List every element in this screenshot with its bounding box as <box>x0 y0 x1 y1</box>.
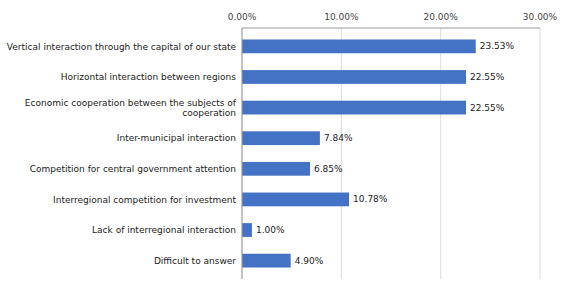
category-label-line: Vertical interaction through the capital… <box>7 42 237 52</box>
category-label-line: Competition for central government atten… <box>30 164 236 174</box>
data-label: 7.84% <box>324 133 353 143</box>
category-label-line: cooperation <box>182 108 236 118</box>
bar <box>242 162 310 176</box>
data-label: 22.55% <box>470 103 505 113</box>
category-label-line: Horizontal interaction between regions <box>61 72 237 82</box>
category-label: Interregional competition for investment <box>53 195 236 205</box>
x-axis-line <box>242 28 540 29</box>
bar <box>242 39 476 53</box>
category-label-line: Economic cooperation between the subject… <box>25 98 237 108</box>
category-label: Inter-municipal interaction <box>117 133 236 143</box>
data-label: 23.53% <box>480 41 515 51</box>
data-label: 22.55% <box>470 72 505 82</box>
category-labels: Difficult to answer Lack of interregional… <box>7 42 237 266</box>
data-label: 6.85% <box>314 164 343 174</box>
bar <box>242 70 466 84</box>
category-label: Lack of interregional interaction <box>92 225 236 235</box>
x-tick-label: 20.00% <box>424 12 459 22</box>
category-label-line: Interregional competition for investment <box>53 195 236 205</box>
grid <box>242 28 540 279</box>
grid-line <box>341 28 342 279</box>
y-axis-line <box>242 28 243 279</box>
category-label-line: Lack of interregional interaction <box>92 225 236 235</box>
category-label: Economic cooperation between the subject… <box>25 98 237 118</box>
grid-line <box>440 28 441 279</box>
grid-line <box>242 28 243 279</box>
bar <box>242 254 291 268</box>
data-label: 4.90% <box>295 256 324 266</box>
bar <box>242 131 320 145</box>
bar <box>242 223 252 237</box>
chart: Difficult to answer Lack of interregional… <box>0 0 564 287</box>
bar <box>242 193 349 207</box>
category-label: Competition for central government atten… <box>30 164 236 174</box>
category-label-line: Difficult to answer <box>154 256 236 266</box>
data-label: 1.00% <box>256 225 285 235</box>
category-label: Vertical interaction through the capital… <box>7 42 237 52</box>
bar <box>242 101 466 115</box>
category-label: Horizontal interaction between regions <box>61 72 237 82</box>
category-label: Difficult to answer <box>154 256 236 266</box>
x-tick-labels: 0.00% 10.00% 20.00% 30.00% <box>228 12 558 22</box>
grid-line <box>540 28 541 279</box>
category-label-line: Inter-municipal interaction <box>117 133 236 143</box>
x-tick-label: 10.00% <box>324 12 359 22</box>
data-label: 10.78% <box>353 194 388 204</box>
data-labels: 4.90% 1.00% 10.78% 6.85% 7.84% 22.55% 22.55% 23… <box>256 41 515 265</box>
x-tick-label: 30.00% <box>523 12 558 22</box>
x-tick-label: 0.00% <box>228 12 257 22</box>
bars <box>242 39 476 267</box>
